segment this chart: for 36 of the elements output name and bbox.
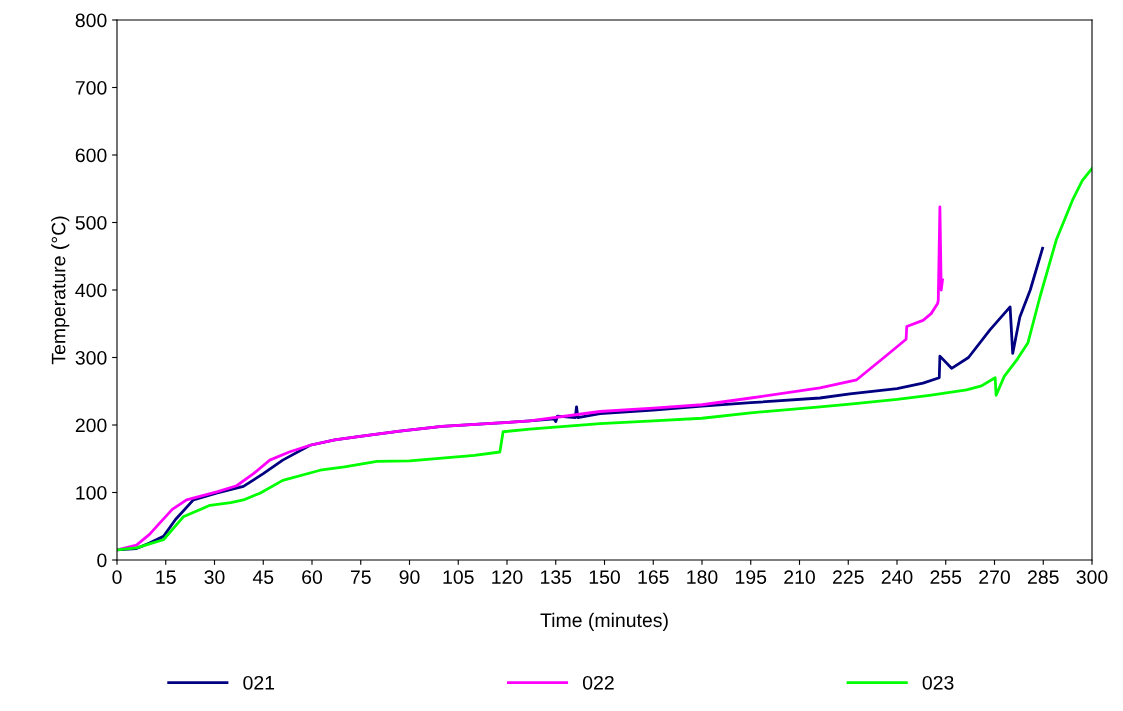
x-tick-label: 0 — [112, 570, 122, 584]
y-tick-label: 300 — [75, 350, 107, 365]
y-tick-label: 600 — [75, 148, 107, 163]
y-tick-label: 500 — [75, 215, 107, 230]
y-tick-label: 0 — [97, 553, 107, 568]
x-tick-label: 75 — [350, 570, 371, 584]
y-tick-label: 700 — [75, 80, 107, 95]
x-tick-label: 60 — [302, 570, 323, 584]
y-tick-label: 400 — [75, 283, 107, 298]
x-tick-label: 195 — [736, 570, 767, 584]
x-tick-label: 90 — [399, 570, 420, 584]
line-series — [117, 167, 1092, 552]
x-axis-title: Time (minutes) — [540, 612, 668, 631]
x-tick-label: 165 — [638, 570, 669, 584]
x-tick-label: 150 — [589, 570, 620, 584]
x-tick-label: 180 — [687, 570, 718, 584]
x-tick-label: 225 — [833, 570, 864, 584]
x-tick-label: 300 — [1076, 570, 1108, 584]
x-tick-label: 15 — [156, 570, 176, 584]
y-axis-title: Temperature (°C) — [51, 216, 70, 365]
y-tick-label: 200 — [75, 418, 107, 433]
y-tick-label: 100 — [76, 485, 107, 500]
x-tick-label: 120 — [492, 570, 523, 584]
legend-label: 023 — [922, 675, 954, 690]
x-tick-label: 210 — [784, 570, 815, 584]
y-tick-label: 800 — [75, 13, 107, 28]
x-tick-label: 45 — [252, 570, 274, 584]
x-tick-label: 285 — [1028, 570, 1059, 584]
legend-label: 021 — [243, 675, 275, 690]
x-tick-label: 255 — [930, 570, 962, 584]
x-tick-label: 270 — [979, 570, 1010, 584]
x-tick-label: 30 — [204, 570, 225, 584]
x-tick-label: 105 — [443, 570, 474, 584]
x-tick-label: 240 — [881, 570, 913, 584]
x-tick-label: 135 — [541, 570, 572, 584]
legend-label: 022 — [582, 675, 614, 690]
